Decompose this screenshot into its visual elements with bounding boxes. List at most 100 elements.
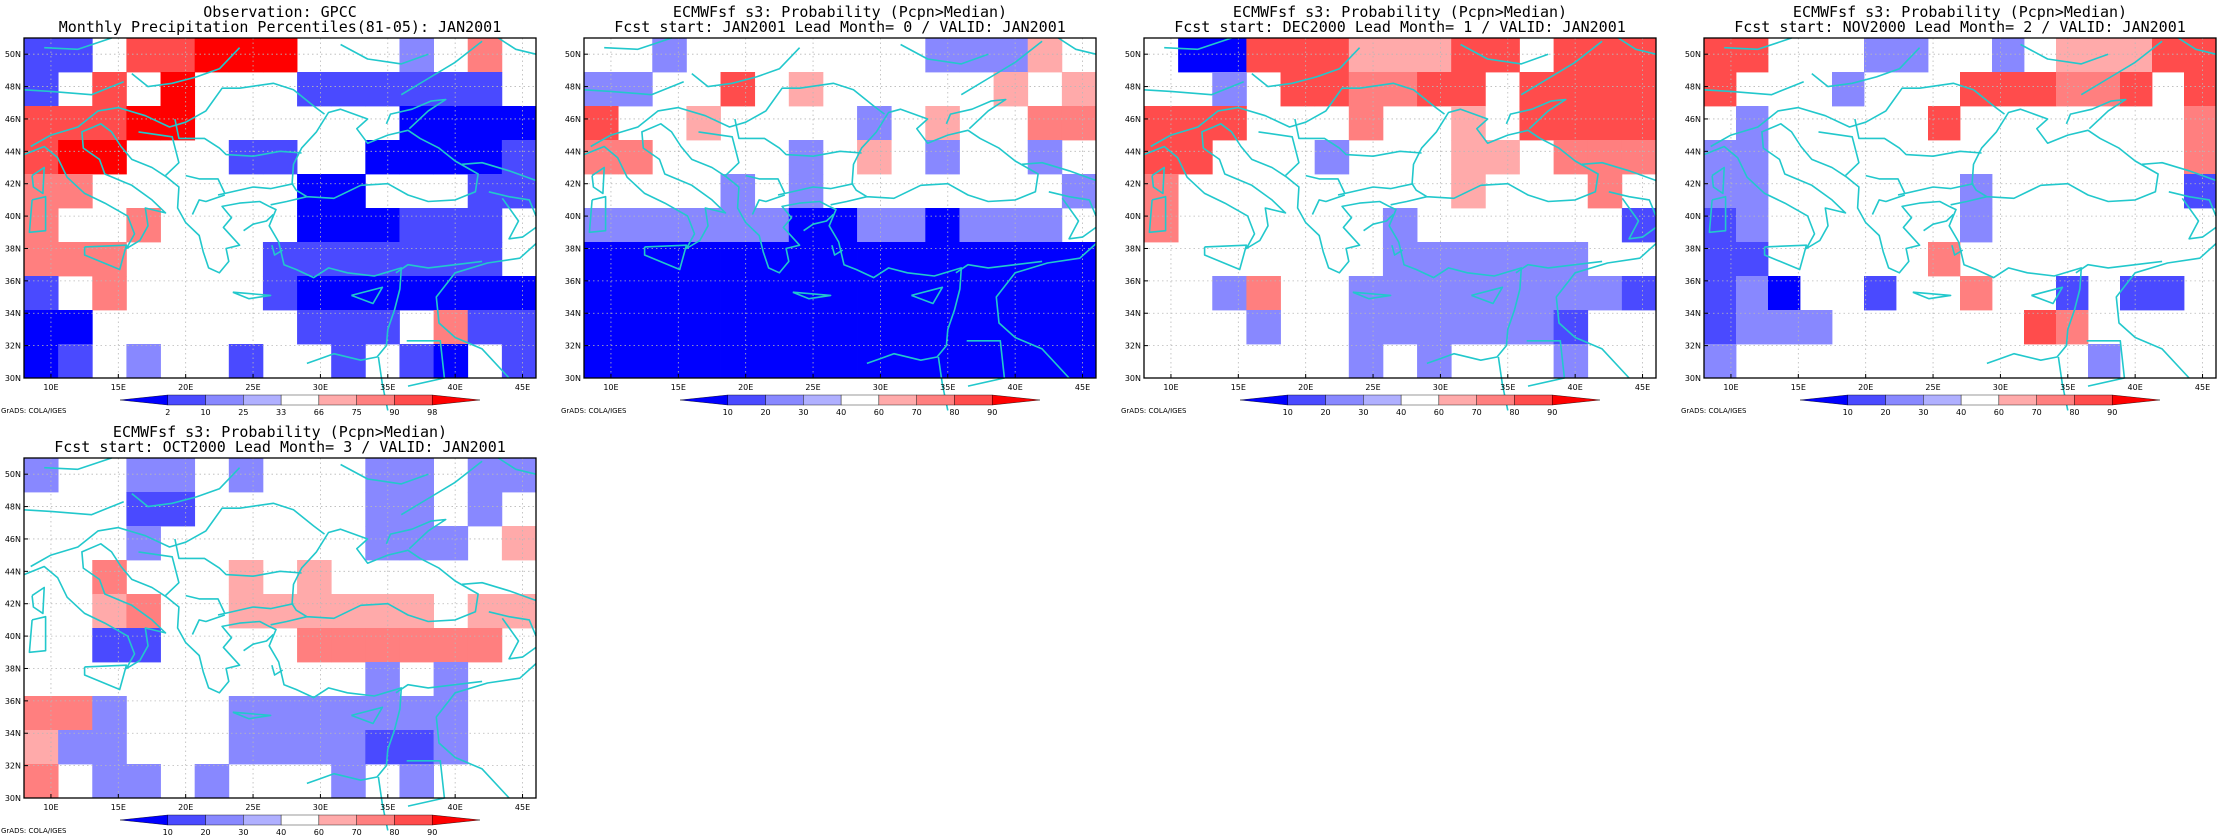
colorbar-label-10: 10	[1843, 408, 1853, 417]
colorbar-label-30: 30	[238, 828, 248, 837]
cell-r1-c3	[126, 492, 161, 527]
cell-r1-c0	[24, 72, 59, 107]
cell-r6-c8	[297, 242, 332, 277]
cell-r8-c10	[2024, 310, 2057, 345]
cell-r2-c13	[1027, 106, 1063, 141]
cell-r6-c0	[584, 242, 619, 277]
lat-tick-label-48n: 48N	[565, 83, 581, 92]
coastline-16	[1818, 131, 1860, 177]
lat-tick-label-38n: 38N	[5, 244, 21, 253]
cell-r8-c8	[297, 310, 332, 345]
lon-tick-label-45e: 45E	[515, 803, 530, 812]
cell-r7-c1	[1736, 276, 1769, 311]
cell-r7-c11	[2056, 276, 2089, 311]
cell-r1-c9	[1451, 72, 1486, 107]
lat-tick-label-30n: 30N	[5, 374, 21, 383]
cell-r7-c10	[365, 276, 400, 311]
coastline-7	[1471, 286, 1504, 305]
cell-r6-c11	[1519, 242, 1554, 277]
cell-r7-c7	[822, 276, 858, 311]
cell-r9-c11	[399, 764, 434, 799]
colorbar-swatch-5	[318, 394, 357, 406]
cell-r2-c0	[584, 106, 619, 141]
cell-r5-c9	[891, 208, 926, 243]
lon-tick-label-20e: 20E	[1858, 383, 1873, 392]
cell-r1-c2	[1212, 72, 1247, 107]
cell-r3-c6	[228, 140, 264, 175]
colorbar-swatch-5	[318, 814, 357, 826]
colorbar-swatch-5	[1998, 394, 2037, 406]
coastline-25	[1311, 194, 1346, 215]
colorbar: 10 20 30 40 60 70 80 90	[119, 814, 481, 837]
cell-r8-c6	[228, 730, 264, 765]
colorbar-swatch-0	[119, 814, 168, 826]
colorbar-label-90: 90	[1547, 408, 1557, 417]
cell-r9-c3	[126, 764, 161, 799]
cell-r6-c11	[399, 242, 434, 277]
lat-tick-label-30n: 30N	[1125, 374, 1141, 383]
cell-r2-c1	[58, 106, 93, 141]
coastline-4	[31, 586, 45, 615]
colorbar-label-20: 20	[1880, 408, 1890, 417]
cell-r9-c9	[331, 344, 366, 379]
coastline-8	[1555, 243, 1657, 379]
cell-r0-c10	[925, 38, 960, 73]
cell-r5-c0	[584, 208, 619, 243]
cell-r8-c11	[959, 310, 994, 345]
cell-r7-c7	[1382, 276, 1418, 311]
cell-r7-c2	[1768, 276, 1801, 311]
cell-r8-c2	[92, 730, 127, 765]
cell-r3-c13	[1027, 140, 1063, 175]
cell-r3-c8	[857, 140, 892, 175]
lon-tick-label-15e: 15E	[1791, 383, 1806, 392]
coastline-8	[435, 663, 537, 799]
panel-subtitle: Fcst start: OCT2000 Lead Month= 3 / VALI…	[54, 438, 506, 456]
coastline-5	[1763, 244, 1808, 271]
lon-tick-label-25e: 25E	[805, 383, 820, 392]
panel-title: Observation: GPCC	[203, 3, 357, 21]
coastline-23	[23, 500, 124, 516]
colorbar-label-20: 20	[200, 828, 210, 837]
cell-r0-c13	[467, 458, 503, 493]
cell-r9-c2	[652, 344, 687, 379]
cell-r5-c8	[1960, 208, 1993, 243]
cell-r2-c0	[24, 106, 59, 141]
cell-r0-c10	[365, 458, 400, 493]
cell-r8-c9	[331, 730, 366, 765]
lat-tick-label-36n: 36N	[5, 277, 21, 286]
colorbar: 2 10 25 33 66 75 90 98	[119, 394, 481, 417]
cell-r5-c7	[822, 208, 858, 243]
coastline-14	[1337, 182, 1414, 196]
coastline-4	[591, 166, 605, 195]
cell-r5-c14	[1621, 208, 1657, 243]
cell-r6-c9	[1451, 242, 1486, 277]
coastline-11	[590, 82, 885, 148]
cell-r9-c6	[1348, 344, 1384, 379]
cell-r1-c11	[2056, 72, 2089, 107]
coastline-13	[174, 538, 302, 577]
cell-r1-c4	[720, 72, 756, 107]
lat-tick-label-32n: 32N	[1685, 342, 1701, 351]
cell-r8-c14	[501, 310, 537, 345]
cell-r5-c11	[399, 208, 434, 243]
coastline-26	[1363, 213, 1394, 232]
colorbar-swatch-4	[840, 394, 880, 406]
coastline-18	[1608, 191, 1657, 217]
panel-title: ECMWFsf s3: Probability (Pcpn>Median)	[672, 3, 1008, 21]
cell-r0-c4	[160, 458, 196, 493]
cell-r9-c7	[822, 344, 858, 379]
cell-r6-c1	[618, 242, 653, 277]
colorbar-label-80: 80	[2069, 408, 2079, 417]
colorbar-label-60: 60	[1434, 408, 1444, 417]
colorbar-label-40: 40	[276, 828, 286, 837]
coastline-9	[406, 760, 446, 807]
grads-credit: GrADS: COLA/IGES	[561, 407, 627, 415]
cell-r5-c12	[433, 208, 469, 243]
colorbar-swatch-8	[432, 814, 481, 826]
cell-r5-c13	[467, 628, 503, 663]
cell-r1-c4	[160, 492, 196, 527]
lon-tick-label-45e: 45E	[1635, 383, 1650, 392]
cell-r6-c4	[720, 242, 756, 277]
cell-r9-c5	[194, 764, 230, 799]
coastline-24	[44, 457, 112, 471]
